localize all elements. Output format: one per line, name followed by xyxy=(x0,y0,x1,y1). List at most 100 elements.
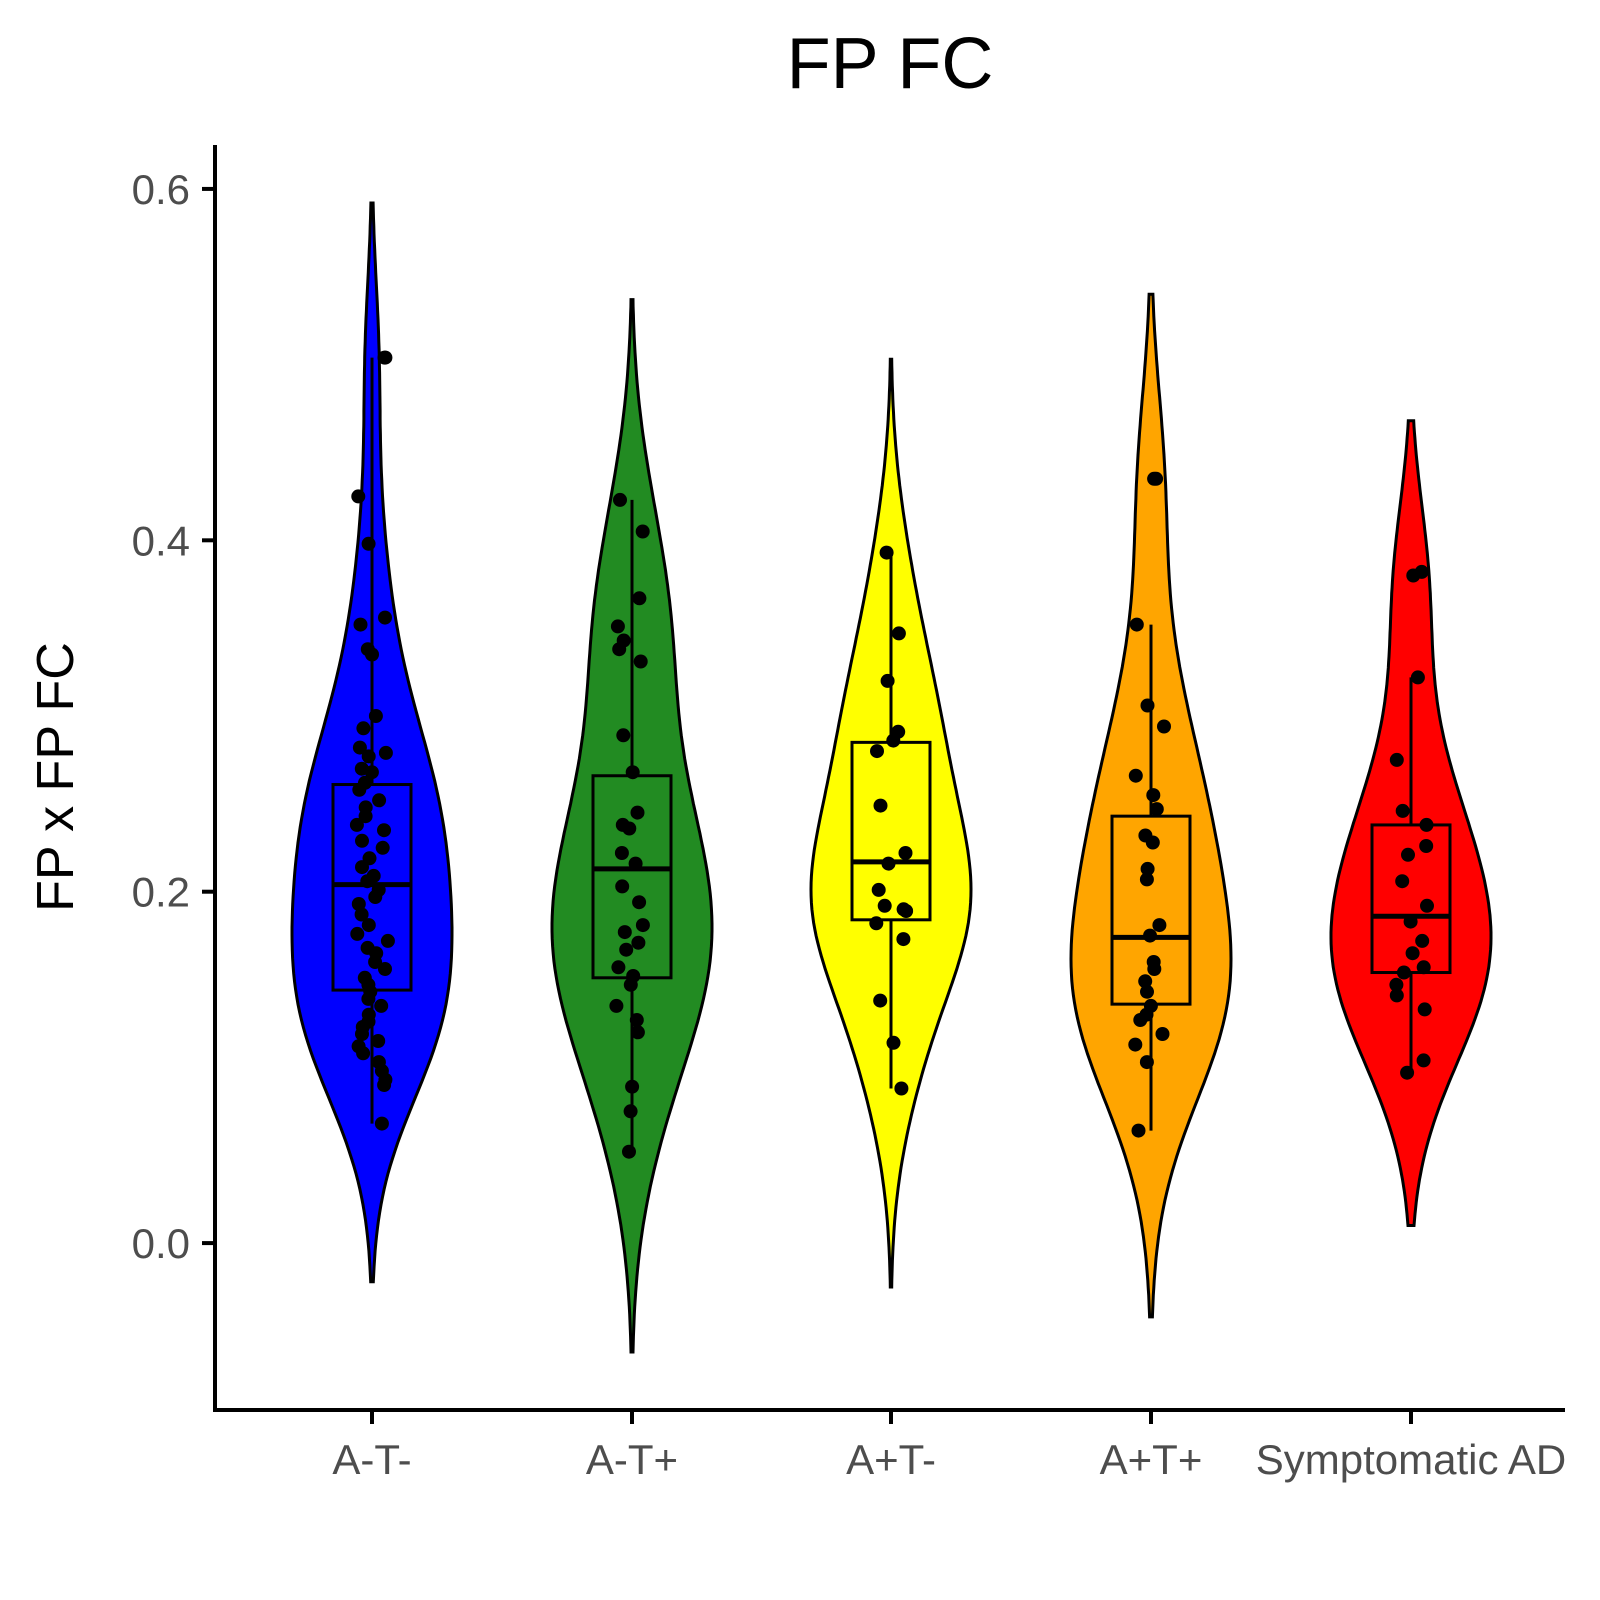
data-point xyxy=(374,998,389,1013)
data-point xyxy=(368,890,383,904)
data-point xyxy=(871,882,886,897)
data-point xyxy=(351,489,366,504)
data-point xyxy=(1416,960,1431,975)
x-tick-label: A+T+ xyxy=(1100,1436,1203,1483)
data-point xyxy=(355,1027,369,1041)
data-point xyxy=(360,874,375,889)
data-point xyxy=(350,926,365,941)
data-point xyxy=(896,932,911,947)
data-point xyxy=(1128,1037,1143,1052)
data-point xyxy=(1138,974,1153,989)
x-tick-label: A-T- xyxy=(332,1436,411,1483)
data-point xyxy=(355,860,369,875)
data-point xyxy=(617,925,632,940)
data-point xyxy=(1406,568,1421,583)
data-point xyxy=(1133,1013,1148,1027)
data-point xyxy=(361,749,376,764)
data-point xyxy=(356,1046,371,1061)
data-point xyxy=(377,1078,392,1092)
y-tick-label: 0.0 xyxy=(132,1220,190,1267)
data-point xyxy=(1157,719,1171,734)
data-point xyxy=(622,1144,636,1159)
data-point xyxy=(377,823,391,838)
data-point xyxy=(378,350,393,365)
data-point xyxy=(1139,872,1154,887)
data-point xyxy=(361,991,376,1006)
violin-group xyxy=(809,357,973,1289)
data-point xyxy=(1140,984,1154,999)
data-point xyxy=(609,998,624,1013)
violin-group xyxy=(290,201,454,1284)
y-axis-label: FP x FP FC xyxy=(27,642,85,912)
data-point xyxy=(365,647,379,662)
x-tick-label: A-T+ xyxy=(586,1436,678,1483)
data-point xyxy=(881,856,896,871)
data-point xyxy=(1389,977,1404,992)
data-point xyxy=(1396,965,1411,980)
data-point xyxy=(635,524,650,539)
data-point xyxy=(629,1013,644,1027)
data-point xyxy=(611,960,626,975)
data-point xyxy=(375,840,390,855)
data-point xyxy=(1140,861,1155,876)
data-point xyxy=(1401,847,1415,862)
data-point xyxy=(632,591,647,606)
data-point xyxy=(899,904,914,918)
data-point xyxy=(1417,1002,1432,1017)
data-point xyxy=(615,879,630,894)
data-point xyxy=(1139,1055,1154,1070)
chart-title: FP FC xyxy=(787,24,994,104)
data-point xyxy=(1395,874,1410,889)
data-point xyxy=(1403,914,1418,929)
violin-shape xyxy=(809,357,973,1289)
data-point xyxy=(1395,803,1410,818)
data-point xyxy=(879,545,894,560)
data-point xyxy=(380,933,395,948)
data-point xyxy=(1420,898,1434,913)
data-point xyxy=(1129,617,1144,632)
data-point xyxy=(371,1034,386,1048)
data-point xyxy=(1143,928,1157,943)
data-point xyxy=(1416,1053,1431,1068)
x-tick-label: A+T- xyxy=(846,1436,936,1483)
data-point xyxy=(619,942,634,957)
data-point xyxy=(877,898,892,913)
data-point xyxy=(349,817,364,832)
data-point xyxy=(625,765,640,780)
data-point xyxy=(1147,962,1162,976)
data-point xyxy=(364,765,379,780)
data-point xyxy=(886,733,901,748)
data-point xyxy=(630,1025,645,1040)
data-point xyxy=(372,793,387,808)
data-point xyxy=(630,805,645,820)
data-point xyxy=(1155,1027,1170,1041)
data-point xyxy=(622,821,637,836)
data-point xyxy=(1419,839,1434,853)
data-point xyxy=(1389,752,1404,767)
data-point xyxy=(1405,946,1420,961)
data-point xyxy=(623,1104,638,1119)
data-point xyxy=(1419,817,1434,832)
data-point xyxy=(352,782,367,797)
data-point xyxy=(631,935,646,950)
data-point xyxy=(361,918,376,933)
data-point xyxy=(368,955,383,969)
data-point xyxy=(354,907,369,922)
x-tick-label: Symptomatic AD xyxy=(1256,1436,1566,1483)
data-point xyxy=(1152,918,1167,933)
data-point xyxy=(1149,471,1164,486)
data-point xyxy=(352,740,367,755)
data-point xyxy=(1415,933,1430,948)
axes: 0.0 0.2 0.4 0.6 A-T- A-T+ A+T- A+T+ Symptomatic … xyxy=(132,145,1566,1483)
data-point xyxy=(623,977,638,992)
data-point xyxy=(1131,1123,1146,1138)
data-point xyxy=(635,918,650,933)
data-point xyxy=(358,809,373,824)
y-tick-label: 0.2 xyxy=(132,869,190,916)
data-point xyxy=(616,728,631,743)
data-point xyxy=(1149,802,1164,817)
data-point xyxy=(869,916,884,931)
y-tick-label: 0.6 xyxy=(132,166,190,213)
box-rect xyxy=(1370,823,1452,975)
